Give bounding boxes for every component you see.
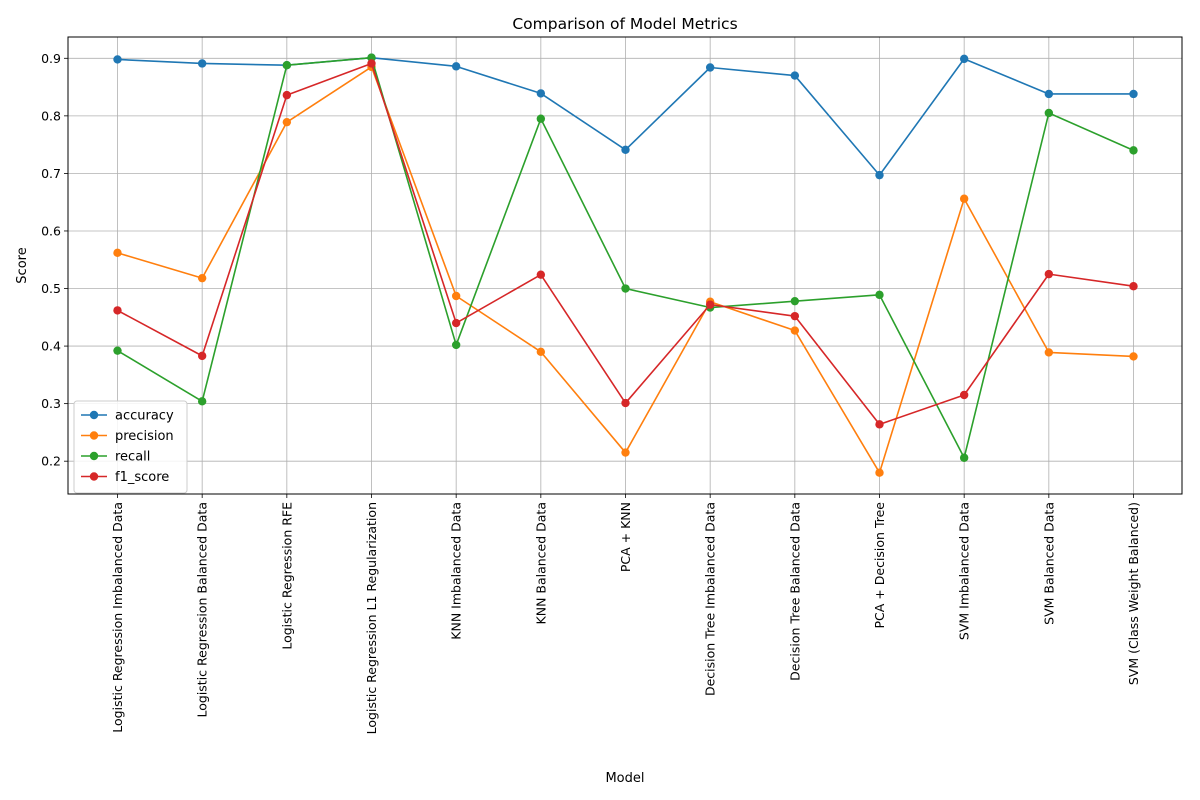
data-point	[282, 117, 292, 127]
data-point	[536, 114, 546, 123]
legend-marker	[89, 410, 99, 420]
plot-frame	[67, 36, 1183, 495]
y-axis: 0.2 0.3 0.4 0.5 0.6 0.7 0.8 0.9	[41, 51, 68, 469]
data-point	[367, 59, 376, 68]
data-point	[790, 71, 800, 80]
data-point	[282, 90, 292, 100]
data-point	[1129, 352, 1138, 361]
y-axis-label: Score	[15, 247, 30, 283]
y-tick-label: 0.8	[41, 108, 61, 123]
y-tick-label: 0.5	[41, 281, 61, 296]
x-tick-label: SVM (Class Weight Balanced)	[1126, 502, 1141, 685]
legend-item: accuracy	[81, 409, 174, 424]
grid	[68, 37, 1182, 494]
y-tick-label: 0.7	[41, 166, 61, 181]
series-layer	[113, 53, 1138, 477]
data-point	[113, 306, 122, 315]
x-tick-label: Decision Tree Balanced Data	[787, 502, 802, 681]
legend-marker	[89, 431, 99, 440]
x-tick-label: Logistic Regression RFE	[279, 502, 294, 650]
data-point	[197, 59, 207, 68]
x-tick-label: KNN Imbalanced Data	[449, 502, 464, 640]
data-point	[705, 63, 715, 72]
series-recall	[113, 53, 1138, 462]
series-f1_score	[113, 59, 1138, 429]
x-tick-label: KNN Balanced Data	[533, 502, 548, 624]
legend-item: precision	[81, 429, 174, 444]
data-point	[1044, 348, 1054, 357]
data-point	[113, 55, 122, 64]
data-point	[1129, 89, 1138, 99]
data-point	[536, 347, 546, 357]
data-point	[621, 145, 630, 155]
x-tick-label: Decision Tree Imbalanced Data	[703, 502, 718, 696]
legend-label: f1_score	[115, 470, 169, 485]
y-tick-label: 0.3	[41, 396, 61, 411]
data-point	[282, 61, 292, 70]
legend-marker	[89, 451, 99, 461]
data-point	[536, 270, 546, 279]
legend-label: accuracy	[115, 409, 174, 424]
data-point	[875, 290, 884, 300]
data-point	[1044, 108, 1054, 118]
data-point	[790, 311, 800, 321]
data-point	[197, 273, 207, 283]
data-point	[959, 390, 969, 400]
data-point	[959, 54, 969, 64]
y-tick-label: 0.6	[41, 223, 61, 238]
legend-marker	[89, 472, 99, 481]
data-point	[621, 284, 630, 293]
data-point	[197, 351, 207, 361]
data-point	[113, 346, 122, 355]
y-tick-label: 0.4	[41, 339, 61, 354]
x-tick-label: Logistic Regression L1 Regularization	[364, 502, 379, 734]
data-point	[959, 453, 969, 462]
legend-label: precision	[115, 429, 174, 444]
x-axis: Logistic Regression Imbalanced Data Logis…	[110, 494, 1141, 734]
data-point	[451, 318, 461, 328]
data-point	[451, 340, 461, 350]
data-point	[875, 420, 884, 429]
legend-item: f1_score	[81, 470, 169, 485]
data-point	[536, 89, 546, 98]
data-point	[621, 448, 630, 457]
data-point	[875, 170, 884, 180]
x-tick-label: Logistic Regression Imbalanced Data	[110, 502, 125, 733]
data-point	[621, 398, 630, 408]
data-point	[451, 291, 461, 301]
x-tick-label: PCA + KNN	[618, 502, 633, 572]
data-point	[959, 194, 969, 203]
legend-box	[73, 400, 188, 494]
x-tick-label: SVM Imbalanced Data	[957, 502, 972, 640]
x-tick-label: PCA + Decision Tree	[872, 502, 887, 629]
y-tick-label: 0.2	[41, 454, 61, 469]
y-tick-label: 0.9	[41, 51, 61, 66]
x-axis-label: Model	[605, 771, 644, 786]
data-point	[790, 296, 800, 306]
data-point	[113, 248, 122, 258]
data-point	[705, 300, 715, 309]
data-point	[1129, 282, 1138, 291]
data-point	[1044, 89, 1054, 99]
legend-item: recall	[81, 450, 150, 465]
data-point	[367, 53, 376, 62]
chart-title: Comparison of Model Metrics	[512, 15, 737, 33]
data-point	[451, 62, 461, 71]
data-point	[1044, 269, 1054, 279]
data-point	[197, 397, 207, 406]
legend: accuracy precision recall f1_score	[73, 400, 188, 494]
x-tick-label: SVM Balanced Data	[1041, 502, 1056, 625]
data-point	[875, 468, 884, 477]
data-point	[1129, 146, 1138, 155]
x-tick-label: Logistic Regression Balanced Data	[195, 502, 210, 718]
legend-label: recall	[115, 450, 150, 465]
data-point	[790, 326, 800, 335]
